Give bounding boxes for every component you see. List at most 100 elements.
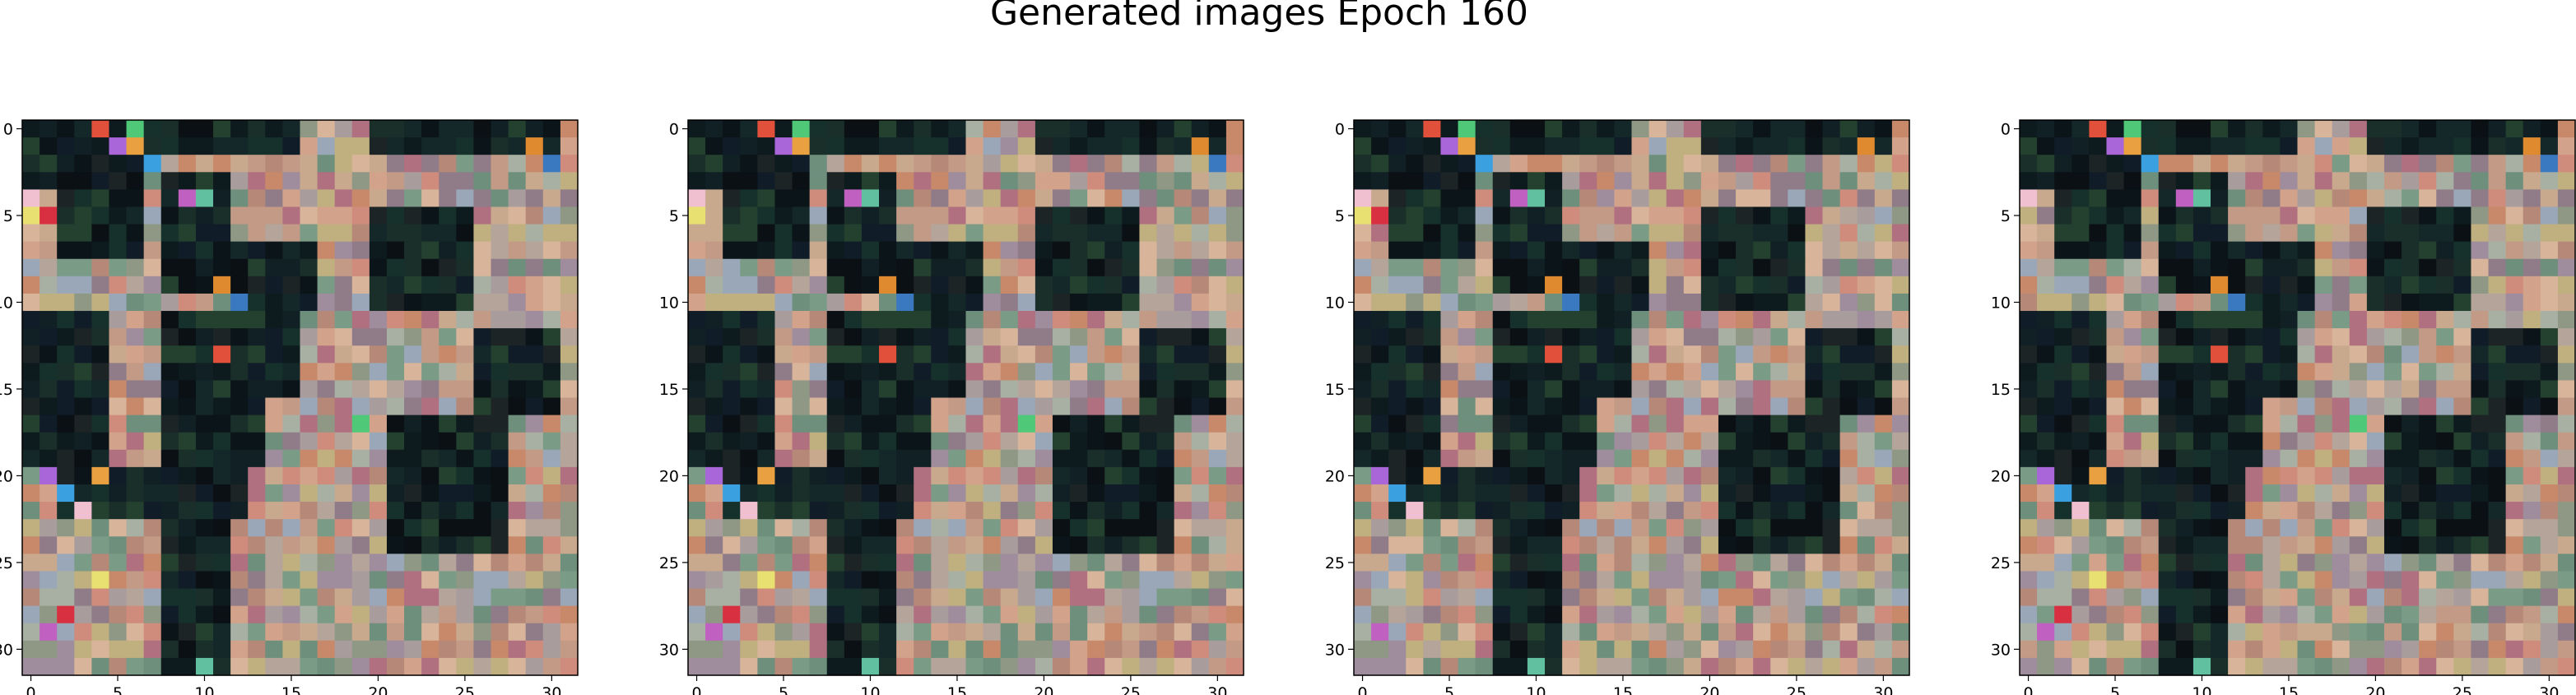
pixel-cell (1736, 536, 1754, 554)
pixel-cell (1191, 363, 1210, 381)
pixel-cell (2280, 571, 2299, 590)
pixel-cell (2471, 189, 2490, 208)
pixel-cell (2262, 519, 2281, 537)
pixel-cell (1070, 241, 1088, 260)
pixel-cell (1475, 206, 1494, 225)
pixel-cell (2402, 137, 2420, 155)
pixel-cell (1458, 623, 1476, 642)
pixel-cell (1788, 276, 1806, 294)
pixel-cell (351, 623, 370, 642)
pixel-cell (2037, 588, 2055, 607)
pixel-cell (1839, 172, 1858, 190)
pixel-cell (844, 328, 863, 346)
pixel-cell (1388, 276, 1407, 294)
pixel-cell (826, 206, 845, 225)
pixel-cell (1371, 206, 1389, 225)
pixel-cell (2366, 640, 2385, 659)
pixel-cell (1388, 640, 1407, 659)
pixel-cell (2089, 623, 2108, 642)
pixel-cell (896, 415, 914, 433)
pixel-cell (2158, 605, 2177, 624)
pixel-cell (1156, 623, 1175, 642)
pixel-cell (1035, 224, 1053, 243)
pixel-cell (2383, 137, 2402, 155)
pixel-cell (1683, 502, 1702, 520)
pixel-cell (91, 605, 110, 624)
pixel-cell (525, 241, 544, 260)
pixel-cell (2054, 311, 2072, 329)
pixel-cell (560, 293, 579, 312)
pixel-cell (2071, 293, 2090, 312)
pixel-cell (774, 241, 793, 260)
pixel-cell (1191, 224, 1210, 243)
pixel-cell (386, 640, 405, 659)
pixel-cell (1545, 155, 1563, 173)
pixel-cell (74, 241, 92, 260)
pixel-cell (1087, 571, 1105, 590)
pixel-cell (1545, 380, 1563, 399)
pixel-cell (1683, 449, 1702, 468)
pixel-cell (1035, 155, 1053, 173)
pixel-cell (740, 172, 758, 190)
pixel-cell (40, 311, 58, 329)
pixel-cell (1562, 449, 1580, 468)
pixel-cell (91, 466, 110, 485)
pixel-cell (2314, 258, 2333, 277)
pixel-cell (1666, 380, 1685, 399)
pixel-cell (2054, 241, 2072, 260)
pixel-cell (1017, 449, 1036, 468)
pixel-cell (1839, 311, 1858, 329)
pixel-cell (1354, 449, 1372, 468)
pixel-cell (1354, 241, 1372, 260)
pixel-cell (1545, 206, 1563, 225)
pixel-cell (1805, 172, 1824, 190)
pixel-cell (2505, 328, 2524, 346)
pixel-cell (1017, 519, 1036, 537)
pixel-cell (1225, 380, 1244, 399)
pixel-cell (1891, 640, 1910, 659)
pixel-cell (560, 189, 579, 208)
pixel-cell (213, 276, 231, 294)
pixel-cell (1753, 397, 1771, 416)
pixel-cell (2071, 276, 2090, 294)
pixel-cell (1406, 241, 1424, 260)
pixel-cell (1458, 484, 1476, 503)
pixel-cell (560, 345, 579, 364)
pixel-cell (248, 623, 266, 642)
pixel-cell (2540, 224, 2559, 243)
pixel-cell (1156, 502, 1175, 520)
pixel-cell (2557, 206, 2576, 225)
pixel-cell (1648, 137, 1667, 155)
pixel-cell (404, 466, 422, 485)
pixel-cell (1052, 189, 1071, 208)
pixel-cell (2228, 449, 2246, 468)
pixel-cell (1371, 224, 1389, 243)
pixel-cell (1052, 536, 1071, 554)
pixel-cell (688, 623, 706, 642)
pixel-cell (2419, 293, 2437, 312)
pixel-cell (421, 328, 439, 346)
pixel-cell (1406, 155, 1424, 173)
pixel-cell (1225, 224, 1244, 243)
pixel-cell (1527, 605, 1546, 624)
pixel-cell (2383, 363, 2402, 381)
pixel-cell (334, 397, 353, 416)
pixel-cell (404, 432, 422, 451)
pixel-cell (2436, 293, 2454, 312)
pixel-cell (914, 554, 932, 572)
pixel-cell (143, 258, 162, 277)
pixel-cell (723, 120, 741, 138)
pixel-cell (931, 137, 949, 155)
pixel-cell (491, 466, 509, 485)
pixel-cell (456, 519, 475, 537)
pixel-cell (2453, 155, 2472, 173)
pixel-cell (723, 311, 741, 329)
pixel-cell (1423, 189, 1442, 208)
pixel-cell (896, 657, 914, 676)
pixel-cell (74, 588, 92, 607)
pixel-cell (369, 189, 388, 208)
x-tick-label: 30 (1207, 684, 1227, 695)
pixel-cell (1354, 224, 1372, 243)
pixel-cell (1017, 258, 1036, 277)
pixel-cell (1122, 484, 1141, 503)
